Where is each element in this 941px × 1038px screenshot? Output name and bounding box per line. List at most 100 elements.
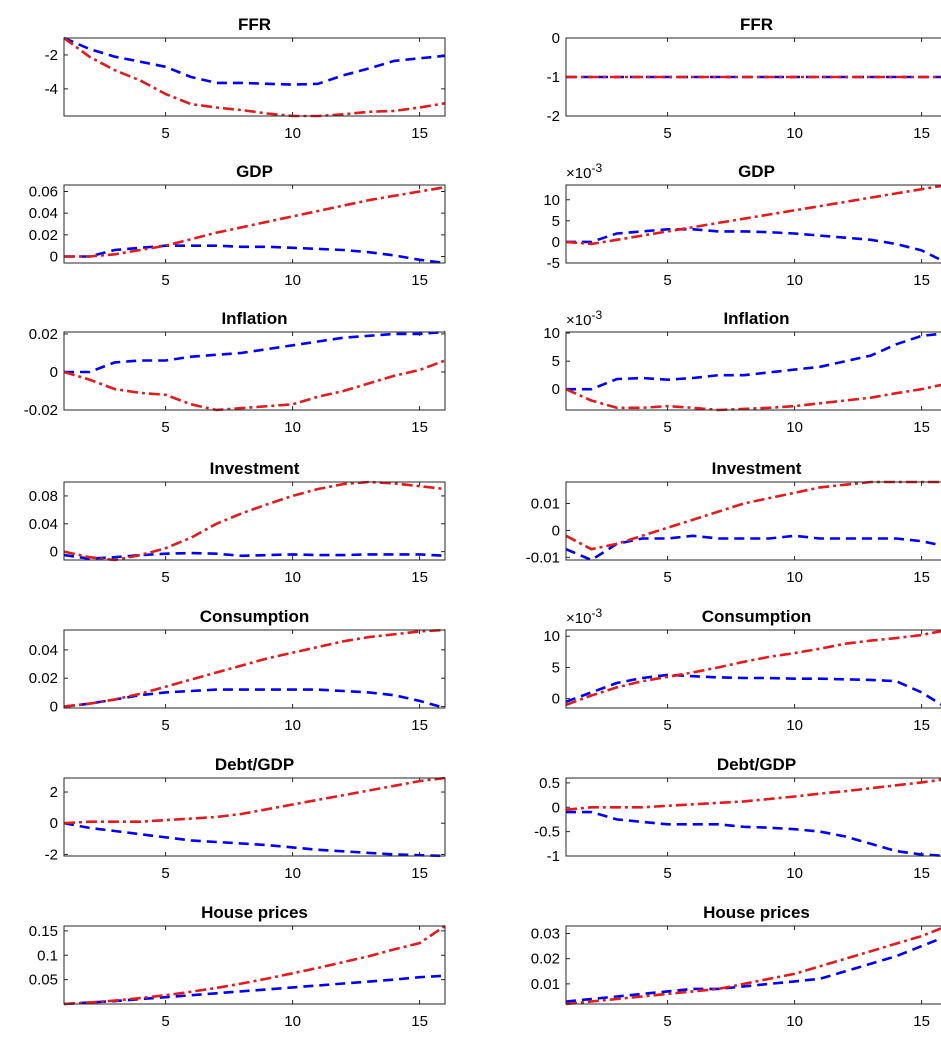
consumption-right-title: Consumption [702, 607, 812, 626]
gdp-right-xtick-label: 5 [663, 272, 671, 289]
ffr-right-panel: FFR 0 -1 -2 5 10 15 [547, 15, 941, 142]
inflation-right-ytick-label: 10 [543, 325, 560, 342]
investment-left-xtick-label: 15 [411, 569, 428, 586]
gdp-left-title: GDP [236, 162, 273, 181]
ffr-right-plot-frame [565, 37, 941, 117]
inflation-right-xtick-label: 15 [913, 419, 930, 436]
debt-gdp-left-series-blue-dashed-line [64, 821, 445, 858]
house-prices-right-xtick-label: 10 [786, 1013, 803, 1030]
consumption-right-series-blue-dashed-line [566, 673, 941, 706]
ffr-left-xtick-label: 15 [411, 125, 428, 142]
inflation-right-xtick-label: 10 [786, 419, 803, 436]
house-prices-right-series-red-dashdot-line [566, 926, 941, 1006]
consumption-left-xtick-label: 10 [284, 717, 301, 734]
house-prices-left-ytick-label: 0.05 [29, 972, 58, 989]
consumption-left-title: Consumption [200, 607, 310, 626]
consumption-left-ytick-label: 0.02 [29, 670, 58, 687]
ffr-right-ytick-label: -2 [547, 108, 560, 125]
gdp-left-xtick-label: 10 [284, 272, 301, 289]
ffr-right-title: FFR [740, 15, 773, 34]
ffr-left-xtick-label: 5 [161, 125, 169, 142]
investment-right-ytick-label: -0.01 [526, 549, 560, 566]
gdp-left-xtick-label: 5 [161, 272, 169, 289]
investment-right-xtick-label: 10 [786, 569, 803, 586]
gdp-left-ytick-label: 0.04 [29, 205, 58, 222]
consumption-right-series-red-dashdot-line [566, 629, 941, 707]
gdp-right-ytick-label: 5 [552, 213, 560, 230]
house-prices-left-title: House prices [201, 903, 308, 922]
house-prices-right-title: House prices [703, 903, 810, 922]
consumption-left-plot-frame [63, 629, 446, 709]
debt-gdp-left-series-red-dashdot-line [64, 776, 445, 825]
consumption-right-xtick-label: 5 [663, 717, 671, 734]
investment-right-xtick-label: 5 [663, 569, 671, 586]
ffr-left-title: FFR [238, 15, 271, 34]
inflation-left-xtick-label: 10 [284, 419, 301, 436]
consumption-left-xtick-label: 15 [411, 717, 428, 734]
house-prices-left-panel: House prices 0.15 0.1 0.05 5 10 15 [29, 903, 446, 1030]
gdp-left-series-red-dashdot-line [64, 185, 445, 258]
investment-left-series-red-dashdot-line [64, 480, 445, 562]
investment-left-xtick-label: 5 [161, 569, 169, 586]
debt-gdp-left-panel: Debt/GDP 2 0 -2 5 10 15 [45, 755, 446, 882]
investment-right-ytick-label: 0 [552, 522, 560, 539]
ffr-left-ytick-label: -2 [45, 47, 58, 64]
house-prices-left-xtick-label: 15 [411, 1013, 428, 1030]
debt-gdp-left-ytick-label: 2 [50, 784, 58, 801]
investment-right-series-blue-dashed-line [566, 534, 941, 562]
ffr-right-xtick-label: 10 [786, 125, 803, 142]
consumption-right-ytick-label: 0 [552, 691, 560, 708]
investment-left-title: Investment [210, 459, 300, 478]
consumption-left-xtick-label: 5 [161, 717, 169, 734]
gdp-left-plot-frame [63, 184, 446, 264]
gdp-left-series-blue-dashed-line [64, 244, 445, 265]
debt-gdp-left-ytick-label: -2 [45, 846, 58, 863]
investment-left-ytick-label: 0 [50, 544, 58, 561]
consumption-right-ytick-label: 5 [552, 659, 560, 676]
gdp-right-series-blue-dashed-line [566, 228, 941, 262]
consumption-left-series-red-dashdot-line [64, 628, 445, 708]
inflation-left-ytick-label: -0.02 [24, 402, 58, 419]
gdp-left-ytick-label: 0.06 [29, 184, 58, 201]
ffr-right-xtick-label: 5 [663, 125, 671, 142]
house-prices-right-ytick-label: 0.02 [531, 951, 560, 968]
debt-gdp-right-panel: Debt/GDP 0.5 0 -0.5 -1 5 10 15 [534, 755, 941, 882]
inflation-left-series-blue-dashed-line [64, 330, 445, 374]
investment-left-ytick-label: 0.08 [29, 488, 58, 505]
investment-right-title: Investment [712, 459, 802, 478]
debt-gdp-left-plot-frame [63, 777, 446, 857]
debt-gdp-left-xtick-label: 10 [284, 865, 301, 882]
debt-gdp-right-ytick-label: 0 [552, 799, 560, 816]
debt-gdp-right-xtick-label: 10 [786, 865, 803, 882]
investment-left-ytick-label: 0.04 [29, 516, 58, 533]
ffr-left-ytick-label: -4 [45, 81, 58, 98]
gdp-right-xtick-label: 15 [913, 272, 930, 289]
consumption-right-xtick-label: 15 [913, 717, 930, 734]
consumption-left-ytick-label: 0.04 [29, 642, 58, 659]
investment-right-xtick-label: 15 [913, 569, 930, 586]
debt-gdp-left-ytick-label: 0 [50, 815, 58, 832]
ffr-left-series-red-dashdot-line [64, 36, 445, 118]
ffr-left-panel: FFR -2 -4 5 10 15 [45, 15, 446, 142]
ffr-left-xtick-label: 10 [284, 125, 301, 142]
inflation-right-exponent-label: ×10-3 [566, 308, 602, 329]
gdp-right-panel: GDP ×10-3 10 5 0 -5 5 10 15 [543, 161, 941, 289]
inflation-left-series-red-dashdot-line [64, 359, 445, 412]
debt-gdp-right-title: Debt/GDP [717, 755, 796, 774]
house-prices-left-xtick-label: 10 [284, 1013, 301, 1030]
inflation-right-panel: Inflation ×10-3 10 5 0 5 10 15 [543, 308, 941, 436]
inflation-left-ytick-label: 0.02 [29, 326, 58, 343]
consumption-left-ytick-label: 0 [50, 699, 58, 716]
consumption-right-plot-frame [565, 629, 941, 709]
gdp-right-series-red-dashdot-line [566, 184, 941, 246]
gdp-left-ytick-label: 0 [50, 249, 58, 266]
consumption-right-exponent-label: ×10-3 [566, 606, 602, 627]
debt-gdp-left-xtick-label: 5 [161, 865, 169, 882]
gdp-right-title: GDP [738, 162, 775, 181]
inflation-right-title: Inflation [723, 309, 789, 328]
house-prices-right-xtick-label: 5 [663, 1013, 671, 1030]
house-prices-left-ytick-label: 0.1 [37, 947, 58, 964]
gdp-right-ytick-label: 10 [543, 192, 560, 209]
investment-right-plot-frame [565, 481, 941, 561]
